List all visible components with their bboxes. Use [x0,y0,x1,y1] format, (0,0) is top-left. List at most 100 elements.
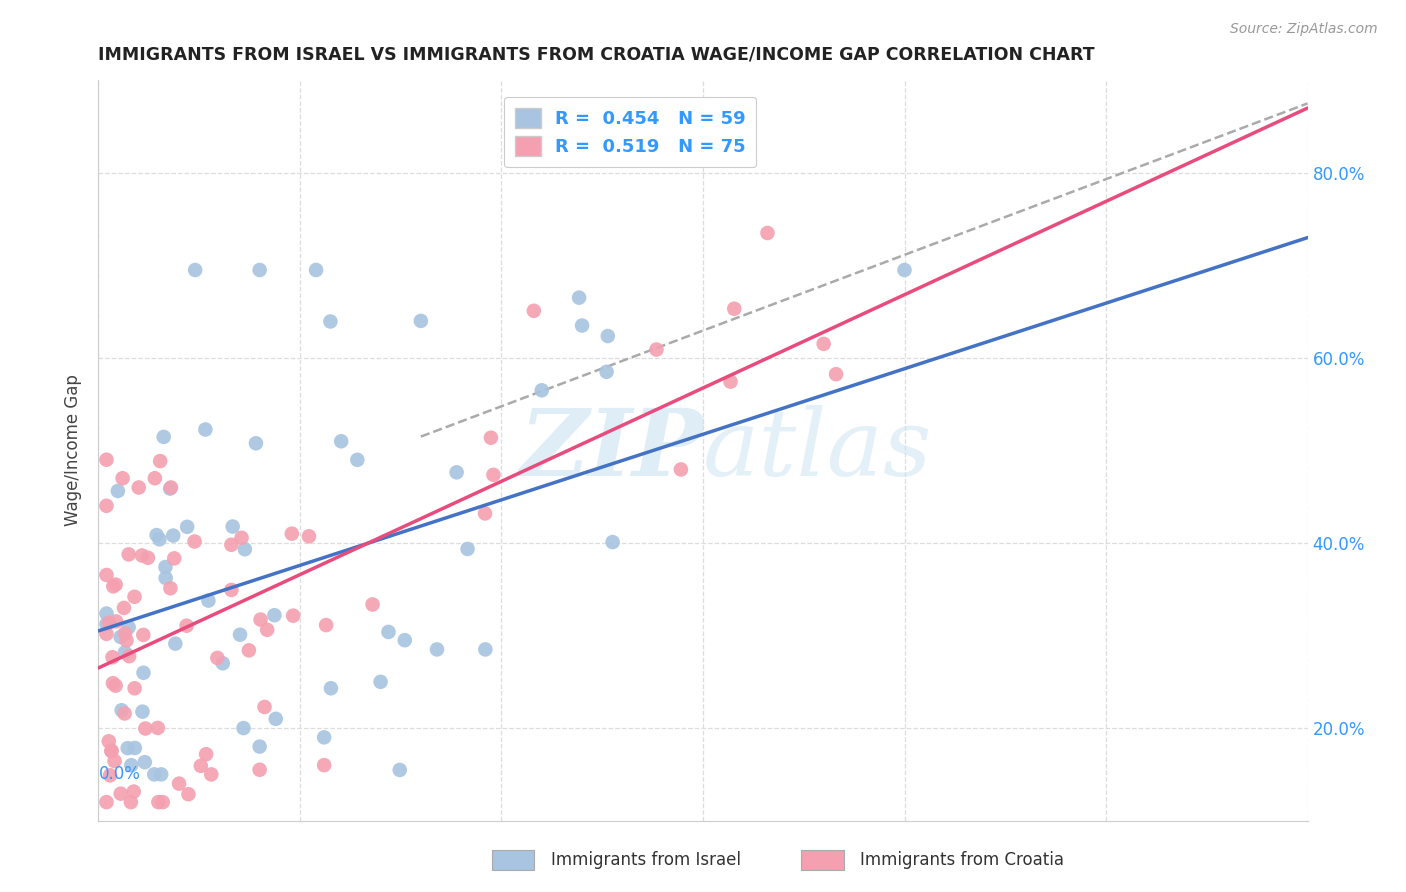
Legend: R =  0.454   N = 59, R =  0.519   N = 75: R = 0.454 N = 59, R = 0.519 N = 75 [505,96,756,168]
Point [264,712,287,726]
Point [122,784,145,798]
Point [474,642,496,657]
Point [131,705,153,719]
Point [104,679,127,693]
Point [200,767,222,781]
Point [115,633,138,648]
Point [231,531,253,545]
Point [100,744,122,758]
Point [314,731,336,745]
Point [98,615,121,630]
Point [114,626,136,640]
Point [281,526,304,541]
Point [283,608,305,623]
Text: Immigrants from Israel: Immigrants from Israel [551,851,741,869]
Point [314,758,336,772]
Point [97,734,120,748]
Point [194,423,217,437]
Point [207,651,229,665]
Point [249,263,271,277]
Point [221,582,243,597]
Point [96,568,118,582]
Point [111,471,134,485]
Point [114,645,136,659]
Point [177,787,200,801]
Point [249,763,271,777]
Point [426,642,449,657]
Point [110,787,132,801]
Point [131,549,153,563]
Point [723,301,745,316]
Point [120,758,142,772]
Point [96,607,118,621]
Point [98,768,121,782]
Y-axis label: Wage/Income Gap: Wage/Income Gap [65,375,83,526]
Point [409,314,432,328]
Point [112,601,135,615]
Point [394,633,416,648]
Point [124,741,146,756]
Point [159,581,181,595]
Point [361,598,384,612]
Point [134,755,156,769]
Point [346,452,368,467]
Point [132,628,155,642]
Point [105,615,128,629]
Point [162,528,184,542]
Point [211,657,233,671]
Text: ZIP: ZIP [519,406,703,495]
Point [103,754,125,768]
Point [160,480,183,494]
Point [446,466,468,480]
Point [128,480,150,494]
Point [103,579,125,593]
Point [813,337,835,351]
Point [148,795,170,809]
Point [571,318,593,333]
Point [253,700,276,714]
Point [146,721,169,735]
Point [229,628,252,642]
Point [110,630,132,644]
Point [568,291,591,305]
Point [120,795,142,809]
Point [893,263,915,277]
Point [249,739,271,754]
Point [221,519,243,533]
Point [152,795,174,809]
Point [183,534,205,549]
Point [720,375,742,389]
Point [114,706,136,721]
Point [305,263,328,277]
Point [124,590,146,604]
Point [145,528,167,542]
Point [263,608,285,623]
Point [101,650,124,665]
Point [96,617,118,632]
Point [118,620,141,634]
Point [143,471,166,485]
Point [96,627,118,641]
Point [197,593,219,607]
Point [148,533,170,547]
Point [96,499,118,513]
Text: Source: ZipAtlas.com: Source: ZipAtlas.com [1230,22,1378,37]
Point [523,303,546,318]
Point [118,649,141,664]
Point [319,681,342,696]
Point [256,623,278,637]
Point [134,722,156,736]
Point [111,703,134,717]
Text: IMMIGRANTS FROM ISRAEL VS IMMIGRANTS FROM CROATIA WAGE/INCOME GAP CORRELATION CH: IMMIGRANTS FROM ISRAEL VS IMMIGRANTS FRO… [98,45,1095,63]
Point [96,452,118,467]
Point [195,747,218,762]
Point [457,541,479,556]
Point [245,436,267,450]
Point [163,551,186,566]
Point [388,763,411,777]
Point [190,759,212,773]
Point [132,665,155,680]
Point [167,776,190,791]
Point [176,520,198,534]
Point [124,681,146,696]
